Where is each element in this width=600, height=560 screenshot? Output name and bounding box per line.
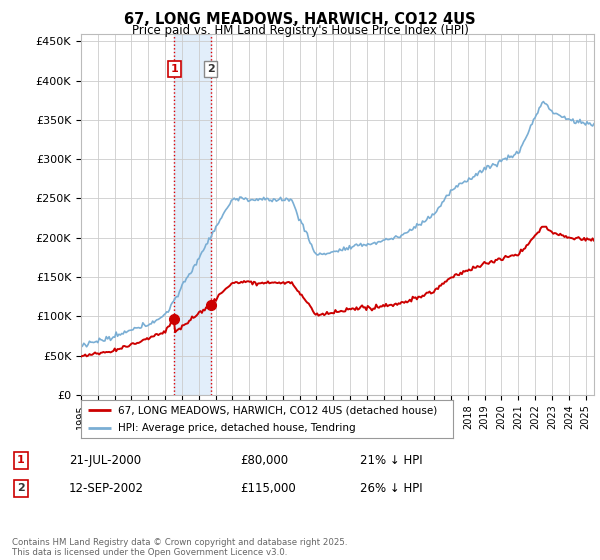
Text: 21% ↓ HPI: 21% ↓ HPI: [360, 454, 422, 467]
Bar: [174, 34, 211, 395]
Text: 21-JUL-2000: 21-JUL-2000: [69, 454, 141, 467]
Text: £80,000: £80,000: [240, 454, 288, 467]
Text: 67, LONG MEADOWS, HARWICH, CO12 4US: 67, LONG MEADOWS, HARWICH, CO12 4US: [124, 12, 476, 27]
Text: 67, LONG MEADOWS, HARWICH, CO12 4US (detached house): 67, LONG MEADOWS, HARWICH, CO12 4US (det…: [118, 405, 437, 415]
Text: 12-SEP-2002: 12-SEP-2002: [69, 482, 144, 495]
Text: 2: 2: [17, 483, 25, 493]
Text: £115,000: £115,000: [240, 482, 296, 495]
Text: 2: 2: [207, 64, 215, 74]
Text: Contains HM Land Registry data © Crown copyright and database right 2025.
This d: Contains HM Land Registry data © Crown c…: [12, 538, 347, 557]
Text: Price paid vs. HM Land Registry's House Price Index (HPI): Price paid vs. HM Land Registry's House …: [131, 24, 469, 37]
Text: 1: 1: [17, 455, 25, 465]
Text: 1: 1: [170, 64, 178, 74]
Text: HPI: Average price, detached house, Tendring: HPI: Average price, detached house, Tend…: [118, 423, 356, 433]
Text: 26% ↓ HPI: 26% ↓ HPI: [360, 482, 422, 495]
